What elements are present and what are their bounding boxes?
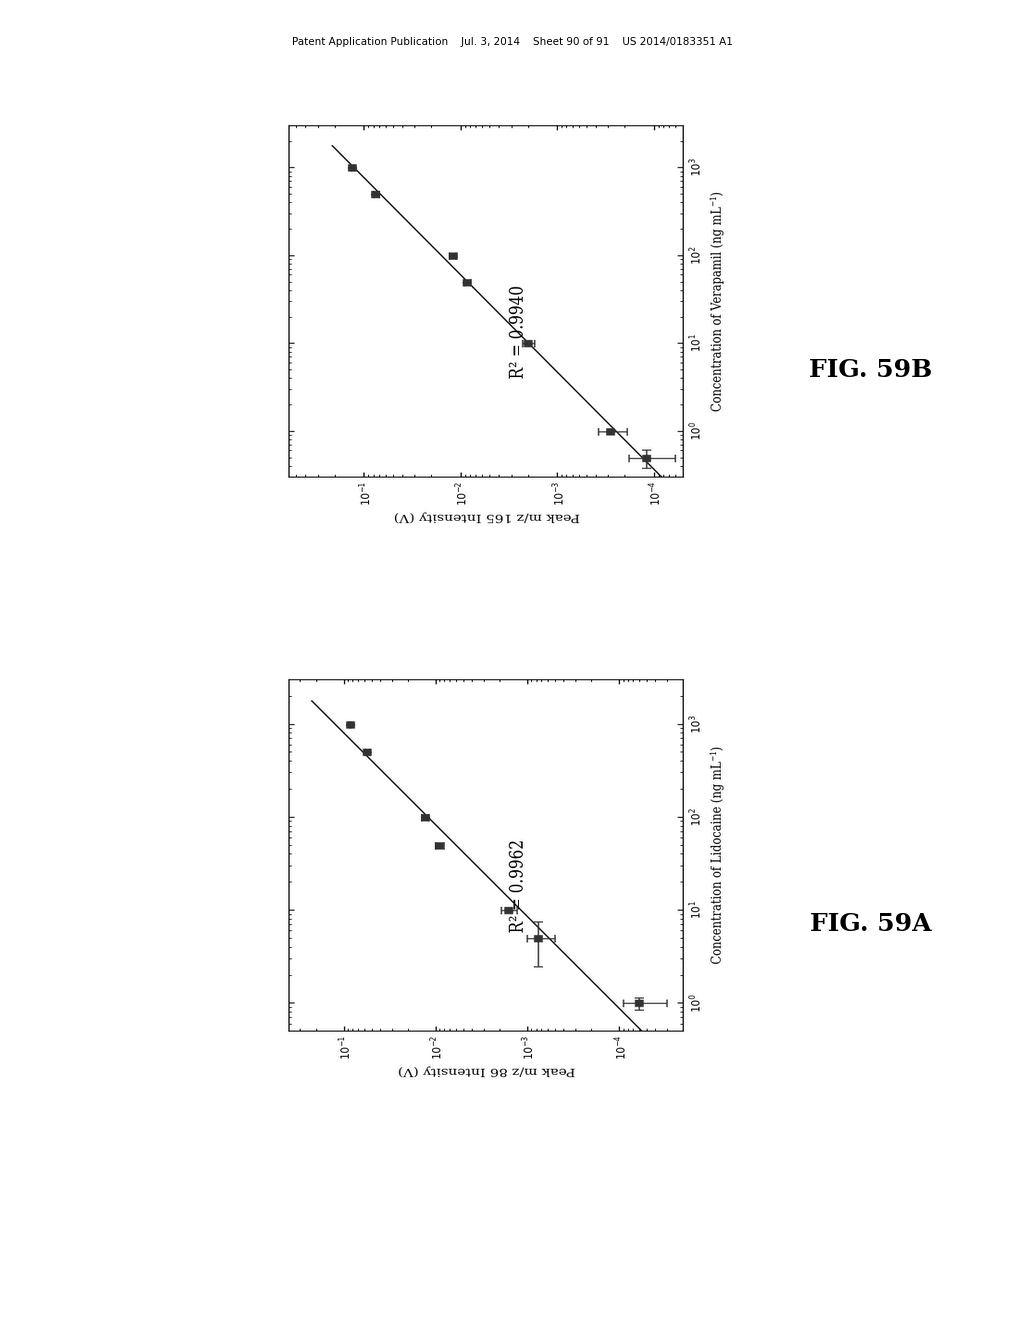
Text: Patent Application Publication    Jul. 3, 2014    Sheet 90 of 91    US 2014/0183: Patent Application Publication Jul. 3, 2… xyxy=(292,37,732,48)
Text: FIG. 59B: FIG. 59B xyxy=(809,358,932,381)
Text: FIG. 59A: FIG. 59A xyxy=(810,912,931,936)
